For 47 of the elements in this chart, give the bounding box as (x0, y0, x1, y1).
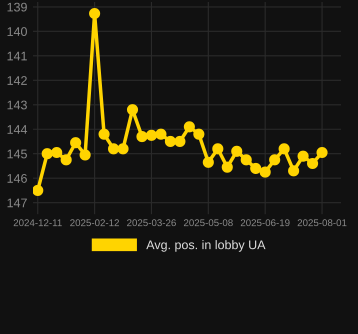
point (278, 143, 290, 154)
y-tick-label: 146 (8, 174, 27, 183)
point (260, 166, 271, 178)
point (146, 130, 158, 141)
y-tick-label: 144 (8, 125, 28, 134)
y-tick-label: 142 (8, 76, 27, 85)
point (33, 184, 44, 196)
point (136, 131, 148, 142)
x-tick-label: 2024-12-11 (14, 219, 62, 226)
point (222, 162, 233, 173)
y-tick-label: 147 (8, 198, 27, 208)
x-tick-label: 2025-02-12 (70, 219, 119, 226)
point (51, 146, 62, 158)
point (89, 8, 100, 20)
point (250, 162, 262, 174)
y-tick-label: 145 (8, 150, 27, 158)
point (202, 156, 214, 168)
x-tick-label: 2025-06-19 (240, 219, 290, 226)
x-tick-label: 2025-03-26 (127, 219, 176, 226)
point (174, 136, 186, 148)
y-tick-label: 140 (8, 27, 27, 36)
point (298, 150, 309, 162)
point (288, 165, 300, 176)
legend-label: Avg. pos. in lobby UA (146, 240, 266, 252)
point (231, 146, 242, 157)
point (117, 143, 129, 154)
y-tick-label: 139 (8, 2, 27, 12)
point (155, 128, 166, 140)
point (98, 128, 110, 140)
point (108, 143, 120, 154)
point (42, 148, 53, 160)
point (307, 158, 318, 170)
point (126, 104, 138, 116)
y-tick-label: 141 (8, 52, 27, 60)
point (316, 146, 328, 158)
point (164, 136, 176, 148)
point (60, 154, 72, 166)
point (70, 137, 82, 148)
point (212, 143, 224, 154)
point (193, 128, 204, 140)
x-tick-label: 2025-05-08 (184, 219, 233, 226)
point (240, 154, 252, 166)
x-tick-label: 2025-08-01 (298, 219, 346, 226)
point (269, 154, 280, 166)
y-tick-label: 143 (8, 100, 27, 110)
point (184, 121, 195, 132)
point (80, 149, 91, 160)
